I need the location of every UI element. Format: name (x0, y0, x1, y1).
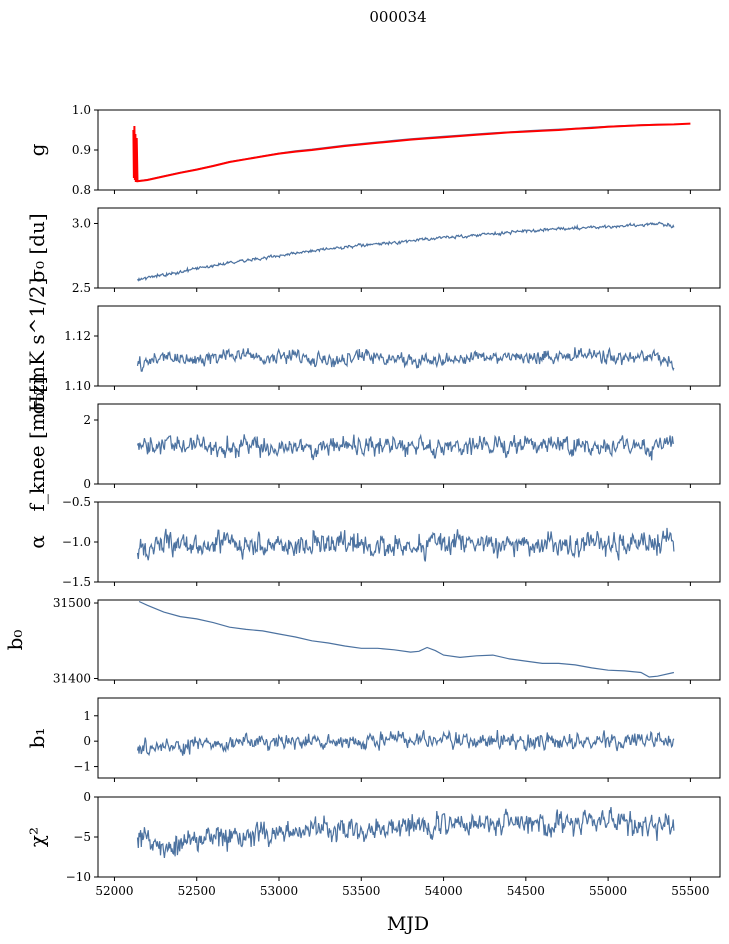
x-tick-label-3: 53500 (342, 884, 380, 898)
panel-2: 1.12 1.10 σ₀[mK s^1/2] (25, 278, 721, 415)
x-tick-label-6: 55000 (589, 884, 627, 898)
series-line-6-0 (136, 729, 675, 757)
y-tick-label-6-1: 0 (83, 734, 91, 748)
y-tick-label-0-2: 0.8 (72, 183, 91, 197)
panels: 1.0 0.9 0.8 g 3.0 2.5 σ₀ [du] 1.12 1.10 σ₀[mK s^1… (3, 103, 721, 898)
axes-frame-3 (97, 403, 721, 485)
y-tick-label-3-0: 2 (83, 413, 91, 427)
y-tick-label-0-1: 0.9 (72, 143, 91, 157)
x-tick-label-0: 52000 (95, 884, 133, 898)
axes-frame-7 (97, 796, 721, 878)
y-tick-label-7-1: −5 (73, 830, 91, 844)
panel-4: −0.5 −1.0 −1.5 α (25, 495, 721, 589)
x-tick-label-7: 55500 (671, 884, 709, 898)
x-tick-label-2: 53000 (260, 884, 298, 898)
y-tick-label-2-0: 1.12 (64, 329, 91, 343)
x-tick-label-4: 54000 (424, 884, 462, 898)
axes-frame-5 (97, 599, 721, 681)
y-tick-label-0-0: 1.0 (72, 103, 91, 117)
y-tick-label-3-1: 0 (83, 477, 91, 491)
y-tick-label-6-0: 1 (83, 709, 91, 723)
series-line-5-0 (138, 600, 675, 678)
y-tick-label-1-1: 2.5 (72, 281, 91, 295)
y-tick-label-4-1: −1.0 (62, 535, 91, 549)
y-axis-label-4: α (25, 535, 49, 549)
series-line-0-1 (132, 122, 691, 183)
x-axis-label: MJD (387, 913, 429, 935)
y-axis-label-3: f_knee [mHz] (25, 377, 49, 512)
series-line-4-0 (136, 527, 675, 562)
y-tick-label-7-0: 0 (83, 790, 91, 804)
y-tick-label-4-0: −0.5 (62, 495, 91, 509)
y-axis-label-6: b₁ (25, 728, 49, 749)
y-axis-label-1: σ₀ [du] (25, 213, 49, 282)
axes-frame-1 (97, 207, 721, 289)
series-line-1-0 (137, 221, 675, 282)
panel-3: 2 0 f_knee [mHz] (25, 377, 721, 512)
y-tick-label-7-2: −10 (66, 870, 91, 884)
y-axis-label-0: g (25, 143, 49, 156)
y-tick-label-2-1: 1.10 (64, 379, 91, 393)
axes-frame-6 (97, 697, 721, 779)
y-tick-label-1-0: 3.0 (72, 216, 91, 230)
series-line-7-0 (136, 807, 675, 858)
panel-6: 1 0 −1 b₁ (25, 697, 721, 782)
figure-title: 000034 (369, 8, 426, 26)
x-tick-label-1: 52500 (178, 884, 216, 898)
y-tick-label-5-1: 31400 (53, 671, 91, 685)
y-tick-label-5-0: 31500 (53, 596, 91, 610)
x-tick-label-5: 54500 (507, 884, 545, 898)
y-axis-label-2: σ₀[mK s^1/2] (25, 278, 49, 415)
axes-frame-2 (97, 305, 721, 387)
y-axis-label-5: b₀ (3, 630, 27, 651)
y-tick-label-4-2: −1.5 (62, 575, 91, 589)
y-tick-label-6-2: −1 (73, 760, 91, 774)
panel-0: 1.0 0.9 0.8 g (25, 103, 721, 197)
y-axis-label-7: χ² (25, 827, 49, 847)
panel-1: 3.0 2.5 σ₀ [du] (25, 207, 721, 295)
panel-7: 0 −5 −10 52000 52500 53000 53500 54000 54500 5500… (25, 790, 721, 898)
panel-5: 31500 31400 b₀ (3, 596, 721, 685)
axes-frame-0 (97, 109, 721, 191)
series-line-2-0 (136, 346, 675, 372)
series-line-0-0 (133, 123, 674, 182)
series-line-3-0 (136, 433, 675, 461)
